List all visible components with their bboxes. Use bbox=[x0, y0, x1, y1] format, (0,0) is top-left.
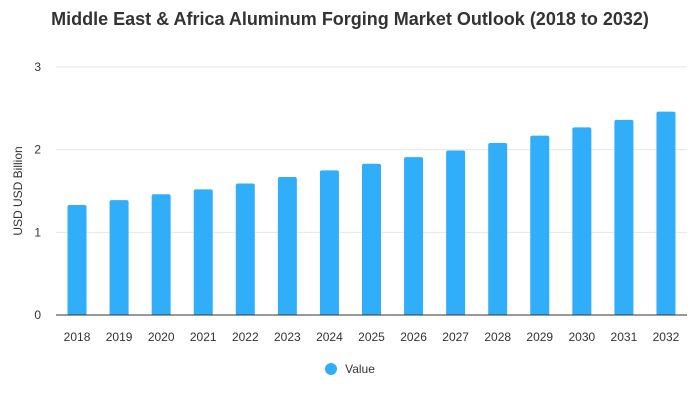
bar-2031[interactable] bbox=[614, 119, 634, 315]
bar-2024[interactable] bbox=[319, 170, 339, 315]
bar-2021[interactable] bbox=[193, 189, 213, 315]
bar-2029[interactable] bbox=[530, 135, 550, 315]
bar-2032[interactable] bbox=[656, 111, 676, 315]
x-tick-label: 2022 bbox=[232, 330, 259, 344]
legend: Value bbox=[0, 362, 700, 376]
x-tick-label: 2021 bbox=[190, 330, 217, 344]
bar-2026[interactable] bbox=[404, 157, 424, 315]
legend-marker bbox=[325, 363, 338, 375]
legend-label: Value bbox=[345, 362, 375, 376]
y-axis-title: USD USD Billion bbox=[11, 146, 25, 235]
bar-2023[interactable] bbox=[277, 176, 297, 315]
y-tick-label: 3 bbox=[34, 60, 41, 74]
x-tick-label: 2028 bbox=[484, 330, 511, 344]
x-tick-label: 2026 bbox=[400, 330, 427, 344]
x-tick-label: 2027 bbox=[442, 330, 469, 344]
x-tick-label: 2032 bbox=[653, 330, 680, 344]
y-tick-label: 1 bbox=[34, 225, 41, 239]
chart-title: Middle East & Africa Aluminum Forging Ma… bbox=[51, 9, 649, 29]
x-tick-label: 2029 bbox=[526, 330, 553, 344]
y-tick-label: 2 bbox=[34, 143, 41, 157]
x-tick-label: 2020 bbox=[148, 330, 175, 344]
bar-2025[interactable] bbox=[362, 163, 381, 315]
x-tick-label: 2023 bbox=[274, 330, 301, 344]
bar-2022[interactable] bbox=[235, 183, 255, 315]
bar-2030[interactable] bbox=[572, 127, 592, 315]
bar-2019[interactable] bbox=[109, 200, 129, 315]
x-tick-label: 2030 bbox=[568, 330, 595, 344]
bar-2028[interactable] bbox=[488, 143, 508, 315]
bar-2020[interactable] bbox=[151, 194, 171, 315]
x-tick-label: 2025 bbox=[358, 330, 385, 344]
x-tick-label: 2031 bbox=[611, 330, 638, 344]
bar-2018[interactable] bbox=[67, 205, 87, 315]
x-tick-label: 2018 bbox=[64, 330, 91, 344]
x-tick-label: 2024 bbox=[316, 330, 343, 344]
y-tick-label: 0 bbox=[34, 308, 41, 322]
legend-item-value[interactable]: Value bbox=[325, 362, 375, 376]
bar-2027[interactable] bbox=[446, 150, 466, 315]
x-tick-label: 2019 bbox=[106, 330, 133, 344]
